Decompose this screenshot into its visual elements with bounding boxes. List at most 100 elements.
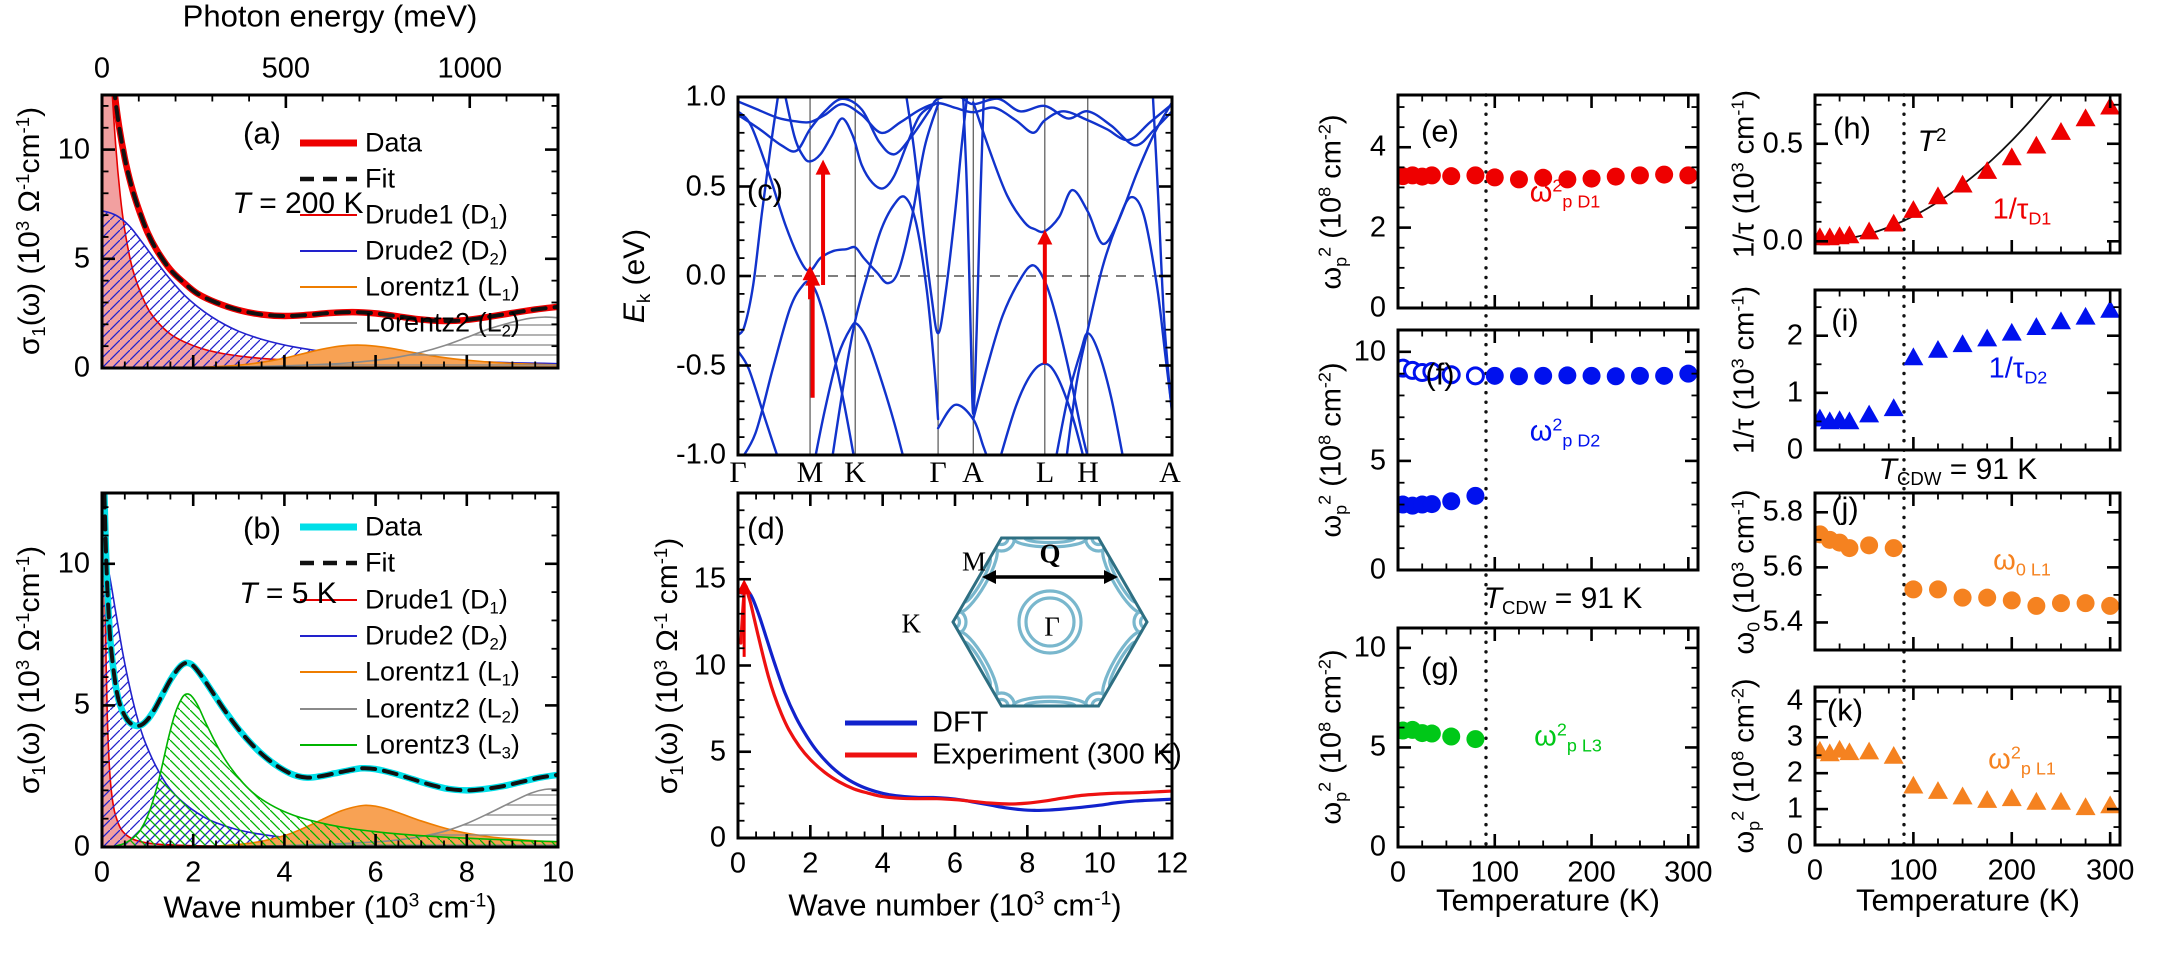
- kpoint-a2: A: [1159, 456, 1181, 489]
- y-axis-label-h: 1/τ (103 cm-1): [1727, 90, 1761, 258]
- temperature-200k-label: T = 200 K: [232, 187, 364, 220]
- tick-label: 0: [1369, 291, 1386, 324]
- y-axis-label-d: σ1(ω) (103 Ω-1 cm-1): [649, 537, 687, 795]
- inset-k-label: K: [901, 608, 922, 639]
- omega-p2-d2-annotation: ω2p D2: [1529, 414, 1601, 451]
- panel-i-ticks: [1813, 290, 2120, 452]
- tick-label: 300: [2085, 854, 2135, 887]
- tick-label: 10: [1353, 631, 1386, 664]
- kpoint-a1: A: [962, 456, 984, 489]
- tick-label: 5.4: [1762, 605, 1803, 638]
- tick-label: 1: [1786, 792, 1803, 825]
- panel-h-frame: [1813, 93, 2122, 255]
- tick-label: 6: [367, 856, 384, 889]
- omega-p2-d1-annotation: ω2p D1: [1529, 175, 1601, 212]
- legend-a-lorentz1-label: Lorentz1 (L1): [365, 271, 520, 305]
- tick-label: 300: [1664, 856, 1713, 889]
- tick-label: 0: [1389, 856, 1407, 889]
- tau-d2-annotation: 1/τD2: [1988, 352, 2048, 388]
- y-axis-label-g: ωp2 (108 cm-2): [1314, 649, 1351, 825]
- tick-label: 15: [693, 562, 726, 595]
- tick-label: 200: [1987, 854, 2036, 887]
- legend-b-fit-label: Fit: [365, 547, 395, 578]
- tick-label: 10: [1083, 847, 1116, 880]
- tick-label: 5: [709, 735, 726, 768]
- tick-label: 5: [1369, 444, 1386, 477]
- kpoint-gamma1: Γ: [729, 456, 747, 489]
- legend-a-lorentz2-label: Lorentz2 (L2): [365, 307, 520, 341]
- kpoint-l: L: [1035, 456, 1055, 489]
- tau-d1-annotation: 1/τD1: [1992, 193, 2052, 229]
- tcdw-label-mid: TCDW = 91 K: [1483, 582, 1643, 618]
- tick-label: 6: [946, 847, 964, 880]
- y-axis-label-i: 1/τ (103 cm-1): [1727, 286, 1761, 454]
- tick-label: 10: [57, 547, 90, 580]
- panel-k-ticks: [1813, 687, 2120, 847]
- tick-label: 0: [1369, 553, 1386, 586]
- tick-label: 0.5: [685, 170, 726, 202]
- tick-label: 0: [1806, 854, 1824, 887]
- y-axis-label-b: σ1(ω) (103 Ω-1cm-1): [11, 545, 49, 795]
- tick-label: 0.0: [1762, 224, 1803, 257]
- tick-label: 0: [1786, 828, 1803, 861]
- y-axis-label-k: ωp2 (108 cm-2): [1727, 678, 1764, 854]
- tick-label: 8: [458, 856, 475, 889]
- legend-d-dft-label: DFT: [932, 706, 989, 739]
- tick-label: 4: [874, 847, 891, 880]
- y-axis-label-a: σ1(ω) (103 Ω-1cm-1): [11, 106, 49, 356]
- legend-b-lorentz2-label: Lorentz2 (L2): [365, 693, 520, 727]
- panel-c-plot: [738, 97, 1172, 455]
- x-axis-label-g: Temperature (K): [1436, 882, 1660, 918]
- tick-label: 0: [709, 821, 726, 854]
- legend-b-drude2-label: Drude2 (D2): [365, 620, 508, 654]
- legend-b-lorentz1-label: Lorentz1 (L1): [365, 656, 520, 690]
- t-squared-annotation: T2: [1917, 123, 1947, 158]
- legend-b-lorentz3-label: Lorentz3 (L3): [365, 729, 520, 763]
- kpoint-k: K: [844, 456, 866, 489]
- panel-k-plot: [1815, 739, 2120, 816]
- photon-energy-axis-title: Photon energy (meV): [182, 0, 478, 34]
- legend-a-data-label: Data: [365, 127, 423, 158]
- panel-g-frame: [1396, 626, 1700, 849]
- tick-label: 0.0: [685, 259, 726, 292]
- tick-label: 10: [1353, 335, 1386, 368]
- tick-label: 4: [1369, 130, 1386, 163]
- kpoint-m: M: [796, 456, 824, 489]
- tick-label: 0: [1369, 830, 1386, 863]
- panel-e-plot: [1398, 165, 1698, 189]
- tick-label: 2: [1786, 319, 1803, 352]
- panel-e-letter: (e): [1421, 113, 1459, 149]
- panel-j-letter: (j): [1831, 490, 1859, 526]
- panel-b-letter: (b): [243, 510, 281, 546]
- panel-g-plot: [1398, 720, 1485, 749]
- tick-label: 0: [73, 830, 90, 863]
- omega0-l1-annotation: ω0 L1: [1993, 544, 2051, 580]
- tick-label: 10: [693, 649, 726, 681]
- tick-label: 5: [1369, 730, 1386, 763]
- tick-label: 1.0: [685, 80, 726, 113]
- legend-d-exp-label: Experiment (300 K): [932, 738, 1182, 771]
- inset-q-label: Q: [1039, 538, 1061, 569]
- tick-label: 200: [1567, 856, 1616, 889]
- x-axis-label-k: Temperature (K): [1856, 882, 2080, 918]
- panel-f-frame: [1396, 328, 1700, 572]
- omega-p2-l1-annotation: ω2p L1: [1988, 742, 2056, 779]
- tick-label: 1000: [437, 52, 502, 85]
- tick-label: 5.8: [1762, 495, 1803, 528]
- temperature-5k-label: T = 5 K: [239, 577, 337, 610]
- panel-d-letter: (d): [747, 510, 785, 546]
- tick-label: 100: [1470, 856, 1519, 889]
- panel-e-frame: [1396, 93, 1700, 310]
- tick-label: 4: [1786, 684, 1803, 717]
- tick-label: 1: [1786, 376, 1803, 409]
- panel-g-letter: (g): [1421, 650, 1459, 686]
- y-axis-label-f: ωp2 (108 cm-2): [1314, 362, 1351, 538]
- tick-label: 3: [1786, 720, 1803, 753]
- panel-d-frame: [736, 491, 1174, 840]
- panel-g-ticks: [1396, 627, 1698, 849]
- y-axis-label-c: Ek (eV): [618, 228, 654, 324]
- panel-c-ticks: [738, 95, 1172, 457]
- panel-e-ticks: [1396, 95, 1698, 310]
- panel-b-plot: [102, 493, 558, 847]
